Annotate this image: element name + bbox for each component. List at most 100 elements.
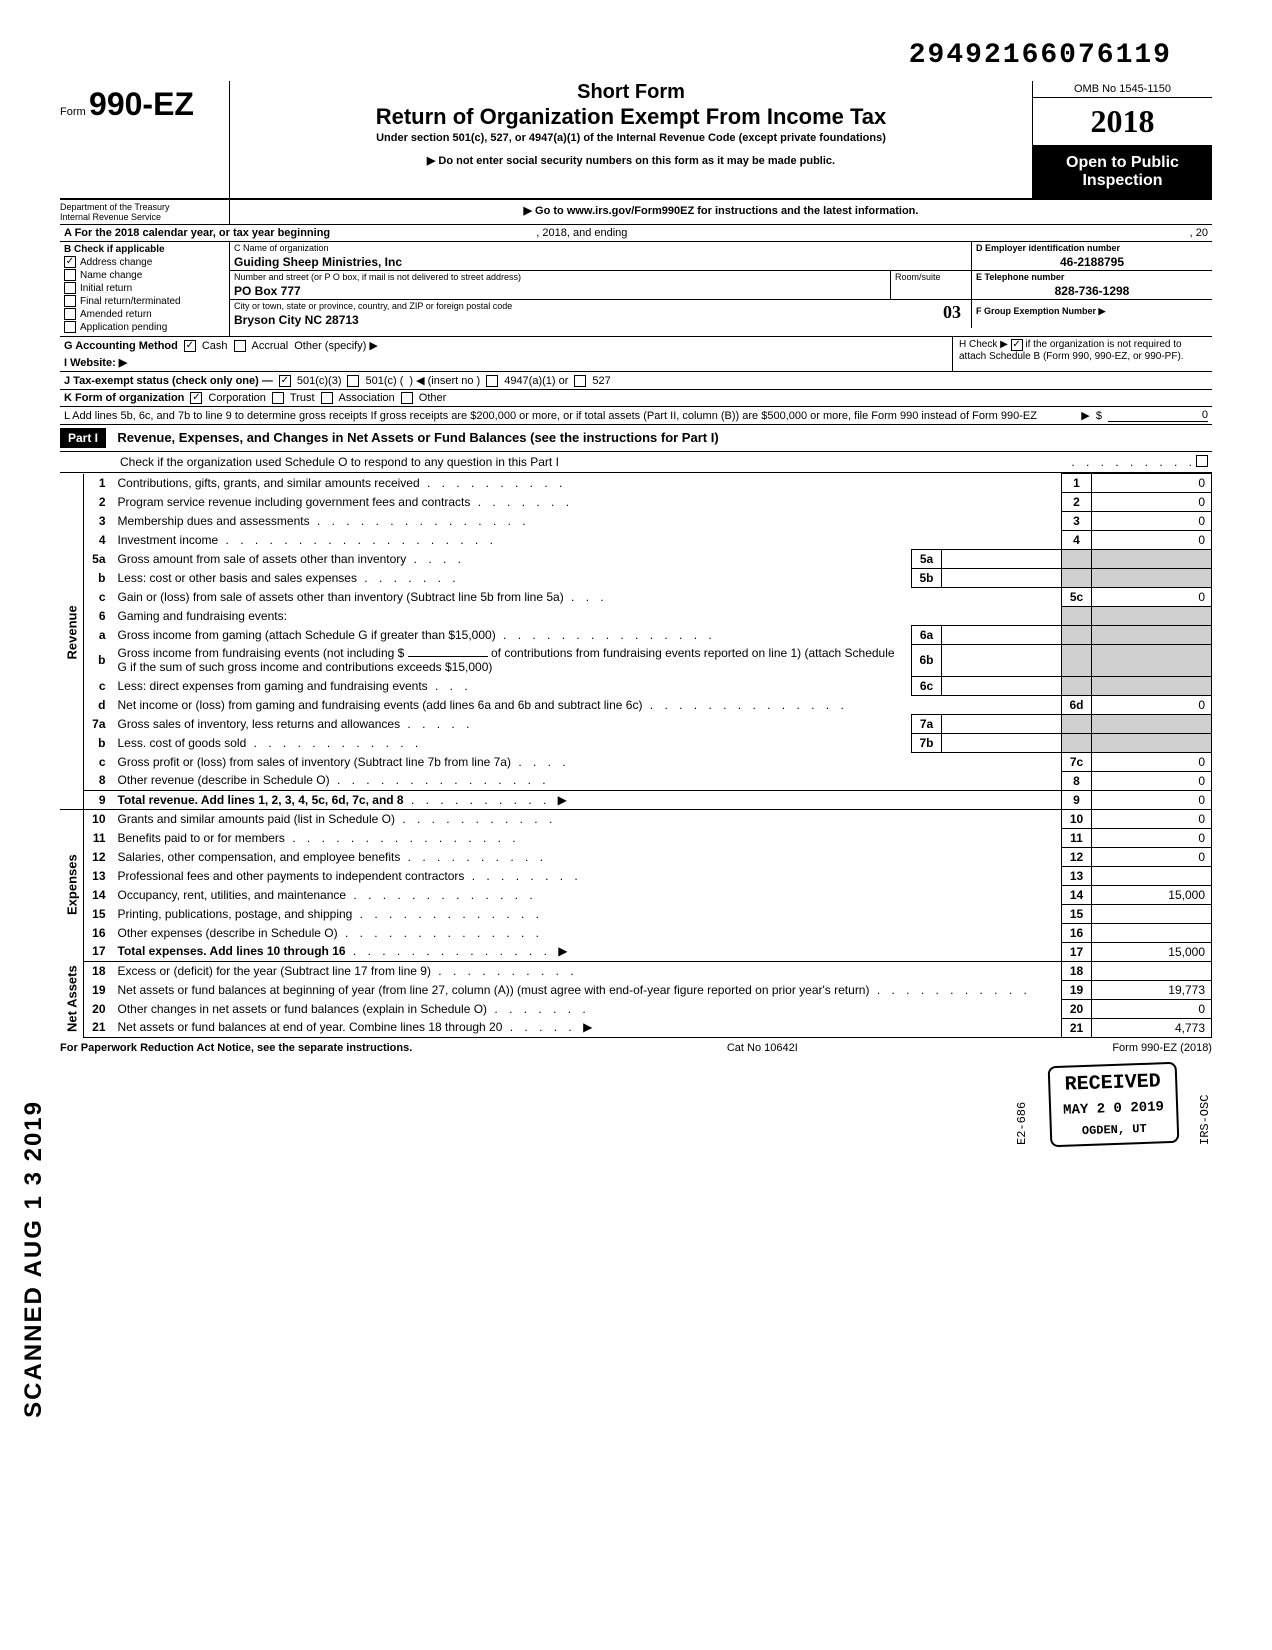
cat-no: Cat No 10642I bbox=[727, 1042, 798, 1054]
ln2-box: 2 bbox=[1062, 493, 1092, 512]
cb-sched-o[interactable] bbox=[1196, 455, 1208, 467]
cb-527[interactable] bbox=[574, 375, 586, 387]
room-label: Room/suite bbox=[891, 271, 971, 283]
cb-name-change[interactable] bbox=[64, 269, 76, 281]
ln1-box: 1 bbox=[1062, 474, 1092, 493]
cb-cash[interactable] bbox=[184, 340, 196, 352]
ln5b-num: b bbox=[84, 569, 114, 588]
e2-stamp: E2-686 bbox=[1015, 1064, 1029, 1145]
ln3-num: 3 bbox=[84, 512, 114, 531]
ln15-num: 15 bbox=[84, 904, 114, 923]
ln1-text: Contributions, gifts, grants, and simila… bbox=[118, 476, 420, 490]
ln2-text: Program service revenue including govern… bbox=[118, 495, 471, 509]
cb-assoc[interactable] bbox=[321, 392, 333, 404]
ln5a-box: 5a bbox=[912, 550, 942, 569]
l-text: L Add lines 5b, 6c, and 7b to line 9 to … bbox=[64, 410, 1075, 422]
received-label: RECEIVED bbox=[1062, 1070, 1164, 1097]
ln6d-num: d bbox=[84, 695, 114, 714]
ln11-num: 11 bbox=[84, 828, 114, 847]
ln14-box: 14 bbox=[1062, 885, 1092, 904]
i-label: I Website: ▶ bbox=[64, 356, 127, 369]
title-return: Return of Organization Exempt From Incom… bbox=[240, 104, 1022, 130]
ln6a-num: a bbox=[84, 625, 114, 644]
form-ref: Form 990-EZ (2018) bbox=[1112, 1042, 1212, 1054]
ln6a-box: 6a bbox=[912, 625, 942, 644]
ln18-val bbox=[1092, 961, 1212, 980]
received-date: MAY 2 0 2019 bbox=[1063, 1099, 1164, 1119]
cb-other-org[interactable] bbox=[401, 392, 413, 404]
cb-amended-return[interactable] bbox=[64, 308, 76, 320]
ln16-box: 16 bbox=[1062, 923, 1092, 942]
form-number: 990-EZ bbox=[89, 86, 194, 122]
ln16-text: Other expenses (describe in Schedule O) bbox=[118, 926, 338, 940]
ln6d-val: 0 bbox=[1092, 695, 1212, 714]
paperwork-notice: For Paperwork Reduction Act Notice, see … bbox=[60, 1042, 412, 1054]
ln1-num: 1 bbox=[84, 474, 114, 493]
cb-4947[interactable] bbox=[486, 375, 498, 387]
irs-osc-stamp: IRS-OSC bbox=[1198, 1064, 1212, 1145]
ln17-num: 17 bbox=[84, 942, 114, 961]
ln1-val: 0 bbox=[1092, 474, 1212, 493]
lbl-4947: 4947(a)(1) or bbox=[504, 375, 568, 387]
side-revenue: Revenue bbox=[60, 474, 84, 791]
ln17-text: Total expenses. Add lines 10 through 16 bbox=[118, 944, 346, 958]
cb-accrual[interactable] bbox=[234, 340, 246, 352]
ln16-num: 16 bbox=[84, 923, 114, 942]
dept-treasury: Department of the Treasury bbox=[60, 202, 229, 212]
ln12-val: 0 bbox=[1092, 847, 1212, 866]
cb-address-change[interactable] bbox=[64, 256, 76, 268]
side-netassets: Net Assets bbox=[60, 961, 84, 1037]
ln16-val bbox=[1092, 923, 1212, 942]
city-label: City or town, state or province, country… bbox=[230, 300, 971, 312]
cb-application-pending[interactable] bbox=[64, 321, 76, 333]
lines-table: Revenue 1 Contributions, gifts, grants, … bbox=[60, 473, 1212, 1038]
l-value: 0 bbox=[1108, 409, 1208, 422]
ln18-box: 18 bbox=[1062, 961, 1092, 980]
cb-corp[interactable] bbox=[190, 392, 202, 404]
ln7b-text: Less. cost of goods sold bbox=[118, 736, 247, 750]
cb-501c[interactable] bbox=[347, 375, 359, 387]
title-short-form: Short Form bbox=[240, 81, 1022, 104]
ln3-box: 3 bbox=[1062, 512, 1092, 531]
ln7c-box: 7c bbox=[1062, 752, 1092, 771]
cb-final-return[interactable] bbox=[64, 295, 76, 307]
ln7a-num: 7a bbox=[84, 714, 114, 733]
ln5b-text: Less: cost or other basis and sales expe… bbox=[118, 571, 357, 585]
ln7b-box: 7b bbox=[912, 733, 942, 752]
phone: 828-736-1298 bbox=[972, 283, 1212, 299]
ln12-num: 12 bbox=[84, 847, 114, 866]
ln9-val: 0 bbox=[1092, 790, 1212, 809]
ln6d-box: 6d bbox=[1062, 695, 1092, 714]
form-prefix: Form bbox=[60, 106, 86, 118]
ln17-val: 15,000 bbox=[1092, 942, 1212, 961]
lbl-insert: ) ◀ (insert no ) bbox=[409, 374, 480, 387]
cb-501c3[interactable] bbox=[279, 375, 291, 387]
ssn-warning: ▶ Do not enter social security numbers o… bbox=[240, 154, 1022, 167]
ln14-val: 15,000 bbox=[1092, 885, 1212, 904]
part1-label: Part I bbox=[60, 428, 106, 448]
street-value: PO Box 777 bbox=[230, 283, 890, 299]
j-label: J Tax-exempt status (check only one) — bbox=[64, 375, 273, 387]
ln15-box: 15 bbox=[1062, 904, 1092, 923]
cb-trust[interactable] bbox=[272, 392, 284, 404]
ln18-text: Excess or (deficit) for the year (Subtra… bbox=[118, 964, 431, 978]
lbl-accrual: Accrual bbox=[252, 340, 289, 352]
ln6d-text: Net income or (loss) from gaming and fun… bbox=[118, 698, 643, 712]
lbl-527: 527 bbox=[592, 375, 610, 387]
ln14-num: 14 bbox=[84, 885, 114, 904]
ln5c-val: 0 bbox=[1092, 588, 1212, 607]
ln11-text: Benefits paid to or for members bbox=[118, 831, 285, 845]
lbl-trust: Trust bbox=[290, 392, 315, 404]
g-label: G Accounting Method bbox=[64, 340, 178, 352]
cb-h[interactable] bbox=[1011, 339, 1023, 351]
ln6b-text1: Gross income from fundraising events (no… bbox=[118, 646, 405, 660]
document-id: 29492166076119 bbox=[60, 40, 1212, 71]
cb-initial-return[interactable] bbox=[64, 282, 76, 294]
ln11-box: 11 bbox=[1062, 828, 1092, 847]
handwritten-03: 03 bbox=[943, 302, 961, 323]
ln5c-num: c bbox=[84, 588, 114, 607]
ln14-text: Occupancy, rent, utilities, and maintena… bbox=[118, 888, 347, 902]
lbl-assoc: Association bbox=[339, 392, 395, 404]
ln10-num: 10 bbox=[84, 809, 114, 828]
lbl-amended-return: Amended return bbox=[80, 309, 152, 320]
